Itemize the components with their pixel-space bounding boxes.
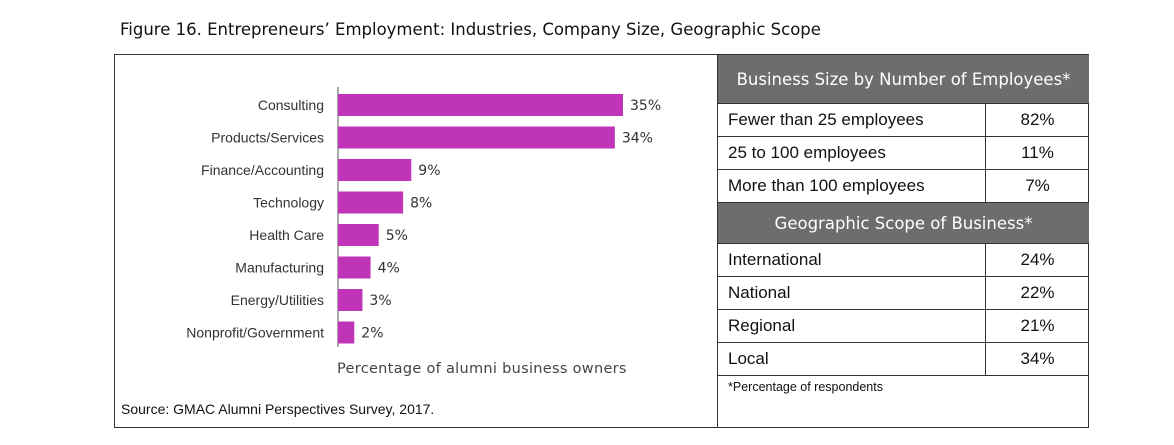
bar <box>338 126 615 149</box>
row-value: 11% <box>985 136 1089 170</box>
row-label: Regional <box>718 309 986 343</box>
row-value: 21% <box>985 309 1089 343</box>
row-label: National <box>718 276 986 310</box>
category-label: Technology <box>253 195 324 211</box>
bar <box>338 289 363 311</box>
industries-bar-chart: Consulting 35% Products/Services 34% Finance… <box>186 87 661 347</box>
category-label: Consulting <box>258 97 324 113</box>
bar <box>338 94 623 116</box>
bar <box>338 224 379 246</box>
business-size-header: Business Size by Number of Employees* <box>718 55 1089 104</box>
data-label: 4% <box>378 261 400 277</box>
table-row: Regional 21% <box>718 309 1089 343</box>
row-label: 25 to 100 employees <box>718 136 986 170</box>
table-row: *Percentage of respondents <box>718 375 1089 410</box>
category-label: Energy/Utilities <box>231 292 324 308</box>
row-value: 7% <box>985 169 1089 203</box>
category-label: Health Care <box>249 227 324 243</box>
data-label: 9% <box>418 163 440 179</box>
category-label: Products/Services <box>211 130 324 146</box>
category-label: Manufacturing <box>235 260 324 276</box>
source-note: Source: GMAC Alumni Perspectives Survey,… <box>121 401 435 417</box>
footnote: *Percentage of respondents <box>718 375 1089 410</box>
row-value: 22% <box>985 276 1089 310</box>
category-label: Nonprofit/Government <box>186 325 324 341</box>
bar <box>338 256 371 279</box>
x-axis-label: Percentage of alumni business owners <box>337 361 627 377</box>
table-row: More than 100 employees 7% <box>718 169 1089 203</box>
row-label: Fewer than 25 employees <box>718 103 986 137</box>
business-size-table: Business Size by Number of Employees* Fe… <box>718 55 1089 410</box>
data-label: 35% <box>630 98 661 114</box>
category-label: Finance/Accounting <box>201 162 324 178</box>
table-row: International 24% <box>718 243 1089 277</box>
data-label: 3% <box>369 293 391 309</box>
tables-panel: Business Size by Number of Employees* Fe… <box>717 55 1089 427</box>
row-value: 24% <box>985 243 1089 277</box>
data-label: 2% <box>361 326 383 342</box>
row-label: Local <box>718 342 986 376</box>
row-value: 82% <box>985 103 1089 137</box>
row-value: 34% <box>985 342 1089 376</box>
table-row: 25 to 100 employees 11% <box>718 136 1089 170</box>
data-label: 34% <box>622 131 653 147</box>
row-label: More than 100 employees <box>718 169 986 203</box>
geographic-scope-header: Geographic Scope of Business* <box>718 202 1089 244</box>
table-row: Fewer than 25 employees 82% <box>718 103 1089 137</box>
data-label: 5% <box>386 228 408 244</box>
data-label: 8% <box>410 196 432 212</box>
table-row: National 22% <box>718 276 1089 310</box>
bar <box>338 159 412 181</box>
row-label: International <box>718 243 986 277</box>
table-row: Local 34% <box>718 342 1089 376</box>
figure-title: Figure 16. Entrepreneurs’ Employment: In… <box>120 20 821 39</box>
figure-frame: Consulting 35% Products/Services 34% Finance… <box>114 54 1089 428</box>
bar <box>338 191 404 214</box>
bar <box>338 321 355 344</box>
